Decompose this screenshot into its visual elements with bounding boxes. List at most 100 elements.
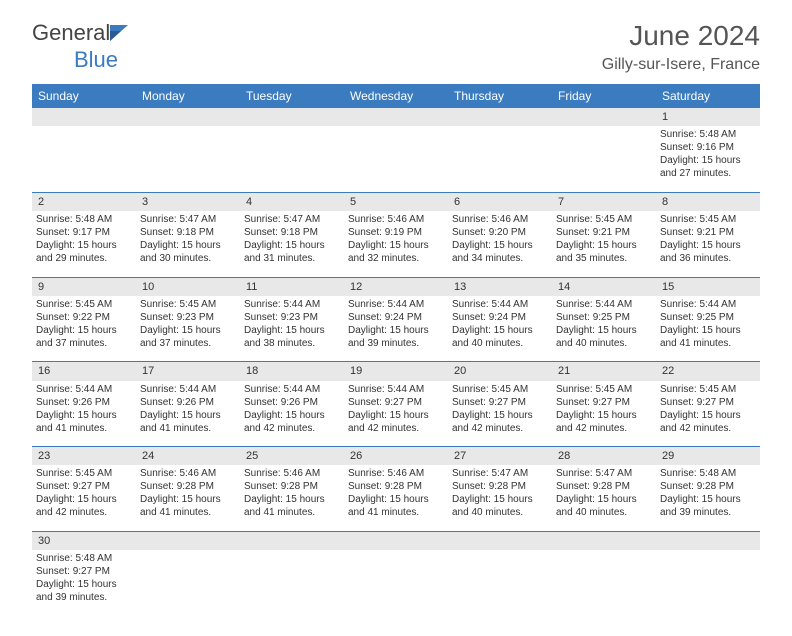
day-number-cell: 28 [552, 447, 656, 466]
sunset-text: Sunset: 9:20 PM [452, 226, 548, 239]
sunrise-text: Sunrise: 5:44 AM [244, 383, 340, 396]
day-number-cell: 18 [240, 362, 344, 381]
daylight-text: and 39 minutes. [348, 337, 444, 350]
day-cell [344, 126, 448, 192]
daylight-text: Daylight: 15 hours [244, 239, 340, 252]
brand-name-1: General [32, 20, 110, 45]
flag-icon [110, 21, 132, 47]
day-number-row: 30 [32, 531, 760, 550]
day-number-cell: 15 [656, 277, 760, 296]
daylight-text: and 41 minutes. [36, 422, 132, 435]
day-cell: Sunrise: 5:45 AMSunset: 9:27 PMDaylight:… [552, 381, 656, 447]
day-number-row: 2345678 [32, 192, 760, 211]
sunset-text: Sunset: 9:24 PM [348, 311, 444, 324]
day-number-cell: 8 [656, 192, 760, 211]
day-cell: Sunrise: 5:47 AMSunset: 9:28 PMDaylight:… [552, 465, 656, 531]
sunset-text: Sunset: 9:27 PM [660, 396, 756, 409]
daylight-text: and 42 minutes. [452, 422, 548, 435]
weekday-header: Tuesday [240, 84, 344, 108]
daylight-text: Daylight: 15 hours [660, 493, 756, 506]
day-number-cell: 1 [656, 108, 760, 126]
day-cell: Sunrise: 5:48 AMSunset: 9:27 PMDaylight:… [32, 550, 136, 616]
sunrise-text: Sunrise: 5:44 AM [452, 298, 548, 311]
day-cell: Sunrise: 5:46 AMSunset: 9:20 PMDaylight:… [448, 211, 552, 277]
daylight-text: Daylight: 15 hours [244, 324, 340, 337]
day-cell [552, 126, 656, 192]
daylight-text: Daylight: 15 hours [660, 409, 756, 422]
day-cell: Sunrise: 5:47 AMSunset: 9:28 PMDaylight:… [448, 465, 552, 531]
day-cell [448, 126, 552, 192]
sunset-text: Sunset: 9:27 PM [452, 396, 548, 409]
sunrise-text: Sunrise: 5:46 AM [348, 467, 444, 480]
day-number-cell: 7 [552, 192, 656, 211]
day-cell [136, 550, 240, 616]
daylight-text: and 31 minutes. [244, 252, 340, 265]
day-number-cell [240, 531, 344, 550]
sunrise-text: Sunrise: 5:45 AM [660, 213, 756, 226]
day-number-cell [136, 531, 240, 550]
daylight-text: Daylight: 15 hours [660, 324, 756, 337]
day-number-cell: 4 [240, 192, 344, 211]
daylight-text: and 36 minutes. [660, 252, 756, 265]
day-cell: Sunrise: 5:45 AMSunset: 9:27 PMDaylight:… [448, 381, 552, 447]
sunset-text: Sunset: 9:28 PM [244, 480, 340, 493]
daylight-text: Daylight: 15 hours [140, 324, 236, 337]
calendar-page: GeneralBlue June 2024 Gilly-sur-Isere, F… [0, 0, 792, 636]
sunrise-text: Sunrise: 5:44 AM [556, 298, 652, 311]
day-cell: Sunrise: 5:46 AMSunset: 9:28 PMDaylight:… [344, 465, 448, 531]
day-number-cell: 6 [448, 192, 552, 211]
day-cell: Sunrise: 5:44 AMSunset: 9:26 PMDaylight:… [240, 381, 344, 447]
sunrise-text: Sunrise: 5:44 AM [36, 383, 132, 396]
daylight-text: Daylight: 15 hours [140, 239, 236, 252]
sunrise-text: Sunrise: 5:47 AM [140, 213, 236, 226]
daylight-text: Daylight: 15 hours [556, 324, 652, 337]
day-number-cell: 12 [344, 277, 448, 296]
week-row: Sunrise: 5:45 AMSunset: 9:22 PMDaylight:… [32, 296, 760, 362]
daylight-text: and 40 minutes. [452, 337, 548, 350]
sunrise-text: Sunrise: 5:48 AM [660, 467, 756, 480]
daylight-text: and 40 minutes. [452, 506, 548, 519]
day-cell: Sunrise: 5:44 AMSunset: 9:24 PMDaylight:… [448, 296, 552, 362]
sunset-text: Sunset: 9:18 PM [244, 226, 340, 239]
sunrise-text: Sunrise: 5:47 AM [244, 213, 340, 226]
day-number-cell: 26 [344, 447, 448, 466]
brand-name-2: Blue [74, 47, 118, 72]
day-number-row: 9101112131415 [32, 277, 760, 296]
daylight-text: Daylight: 15 hours [36, 324, 132, 337]
sunset-text: Sunset: 9:24 PM [452, 311, 548, 324]
day-number-cell [32, 108, 136, 126]
sunrise-text: Sunrise: 5:46 AM [140, 467, 236, 480]
day-cell: Sunrise: 5:48 AMSunset: 9:17 PMDaylight:… [32, 211, 136, 277]
daylight-text: Daylight: 15 hours [36, 493, 132, 506]
day-number-cell: 19 [344, 362, 448, 381]
day-number-cell: 27 [448, 447, 552, 466]
daylight-text: and 35 minutes. [556, 252, 652, 265]
sunset-text: Sunset: 9:21 PM [660, 226, 756, 239]
sunset-text: Sunset: 9:27 PM [36, 565, 132, 578]
sunset-text: Sunset: 9:26 PM [244, 396, 340, 409]
sunset-text: Sunset: 9:25 PM [556, 311, 652, 324]
month-title: June 2024 [602, 20, 760, 52]
daylight-text: Daylight: 15 hours [348, 324, 444, 337]
daylight-text: Daylight: 15 hours [140, 409, 236, 422]
sunrise-text: Sunrise: 5:46 AM [244, 467, 340, 480]
week-row: Sunrise: 5:45 AMSunset: 9:27 PMDaylight:… [32, 465, 760, 531]
week-row: Sunrise: 5:44 AMSunset: 9:26 PMDaylight:… [32, 381, 760, 447]
daylight-text: and 38 minutes. [244, 337, 340, 350]
daylight-text: and 29 minutes. [36, 252, 132, 265]
sunrise-text: Sunrise: 5:45 AM [556, 383, 652, 396]
daylight-text: and 39 minutes. [36, 591, 132, 604]
day-number-cell: 20 [448, 362, 552, 381]
day-number-row: 23242526272829 [32, 447, 760, 466]
day-cell [344, 550, 448, 616]
day-number-cell: 24 [136, 447, 240, 466]
weekday-header: Thursday [448, 84, 552, 108]
day-cell: Sunrise: 5:44 AMSunset: 9:25 PMDaylight:… [552, 296, 656, 362]
day-number-cell: 25 [240, 447, 344, 466]
day-number-cell: 23 [32, 447, 136, 466]
day-cell: Sunrise: 5:46 AMSunset: 9:28 PMDaylight:… [240, 465, 344, 531]
weekday-header: Monday [136, 84, 240, 108]
day-number-cell [552, 108, 656, 126]
daylight-text: and 39 minutes. [660, 506, 756, 519]
sunrise-text: Sunrise: 5:44 AM [660, 298, 756, 311]
